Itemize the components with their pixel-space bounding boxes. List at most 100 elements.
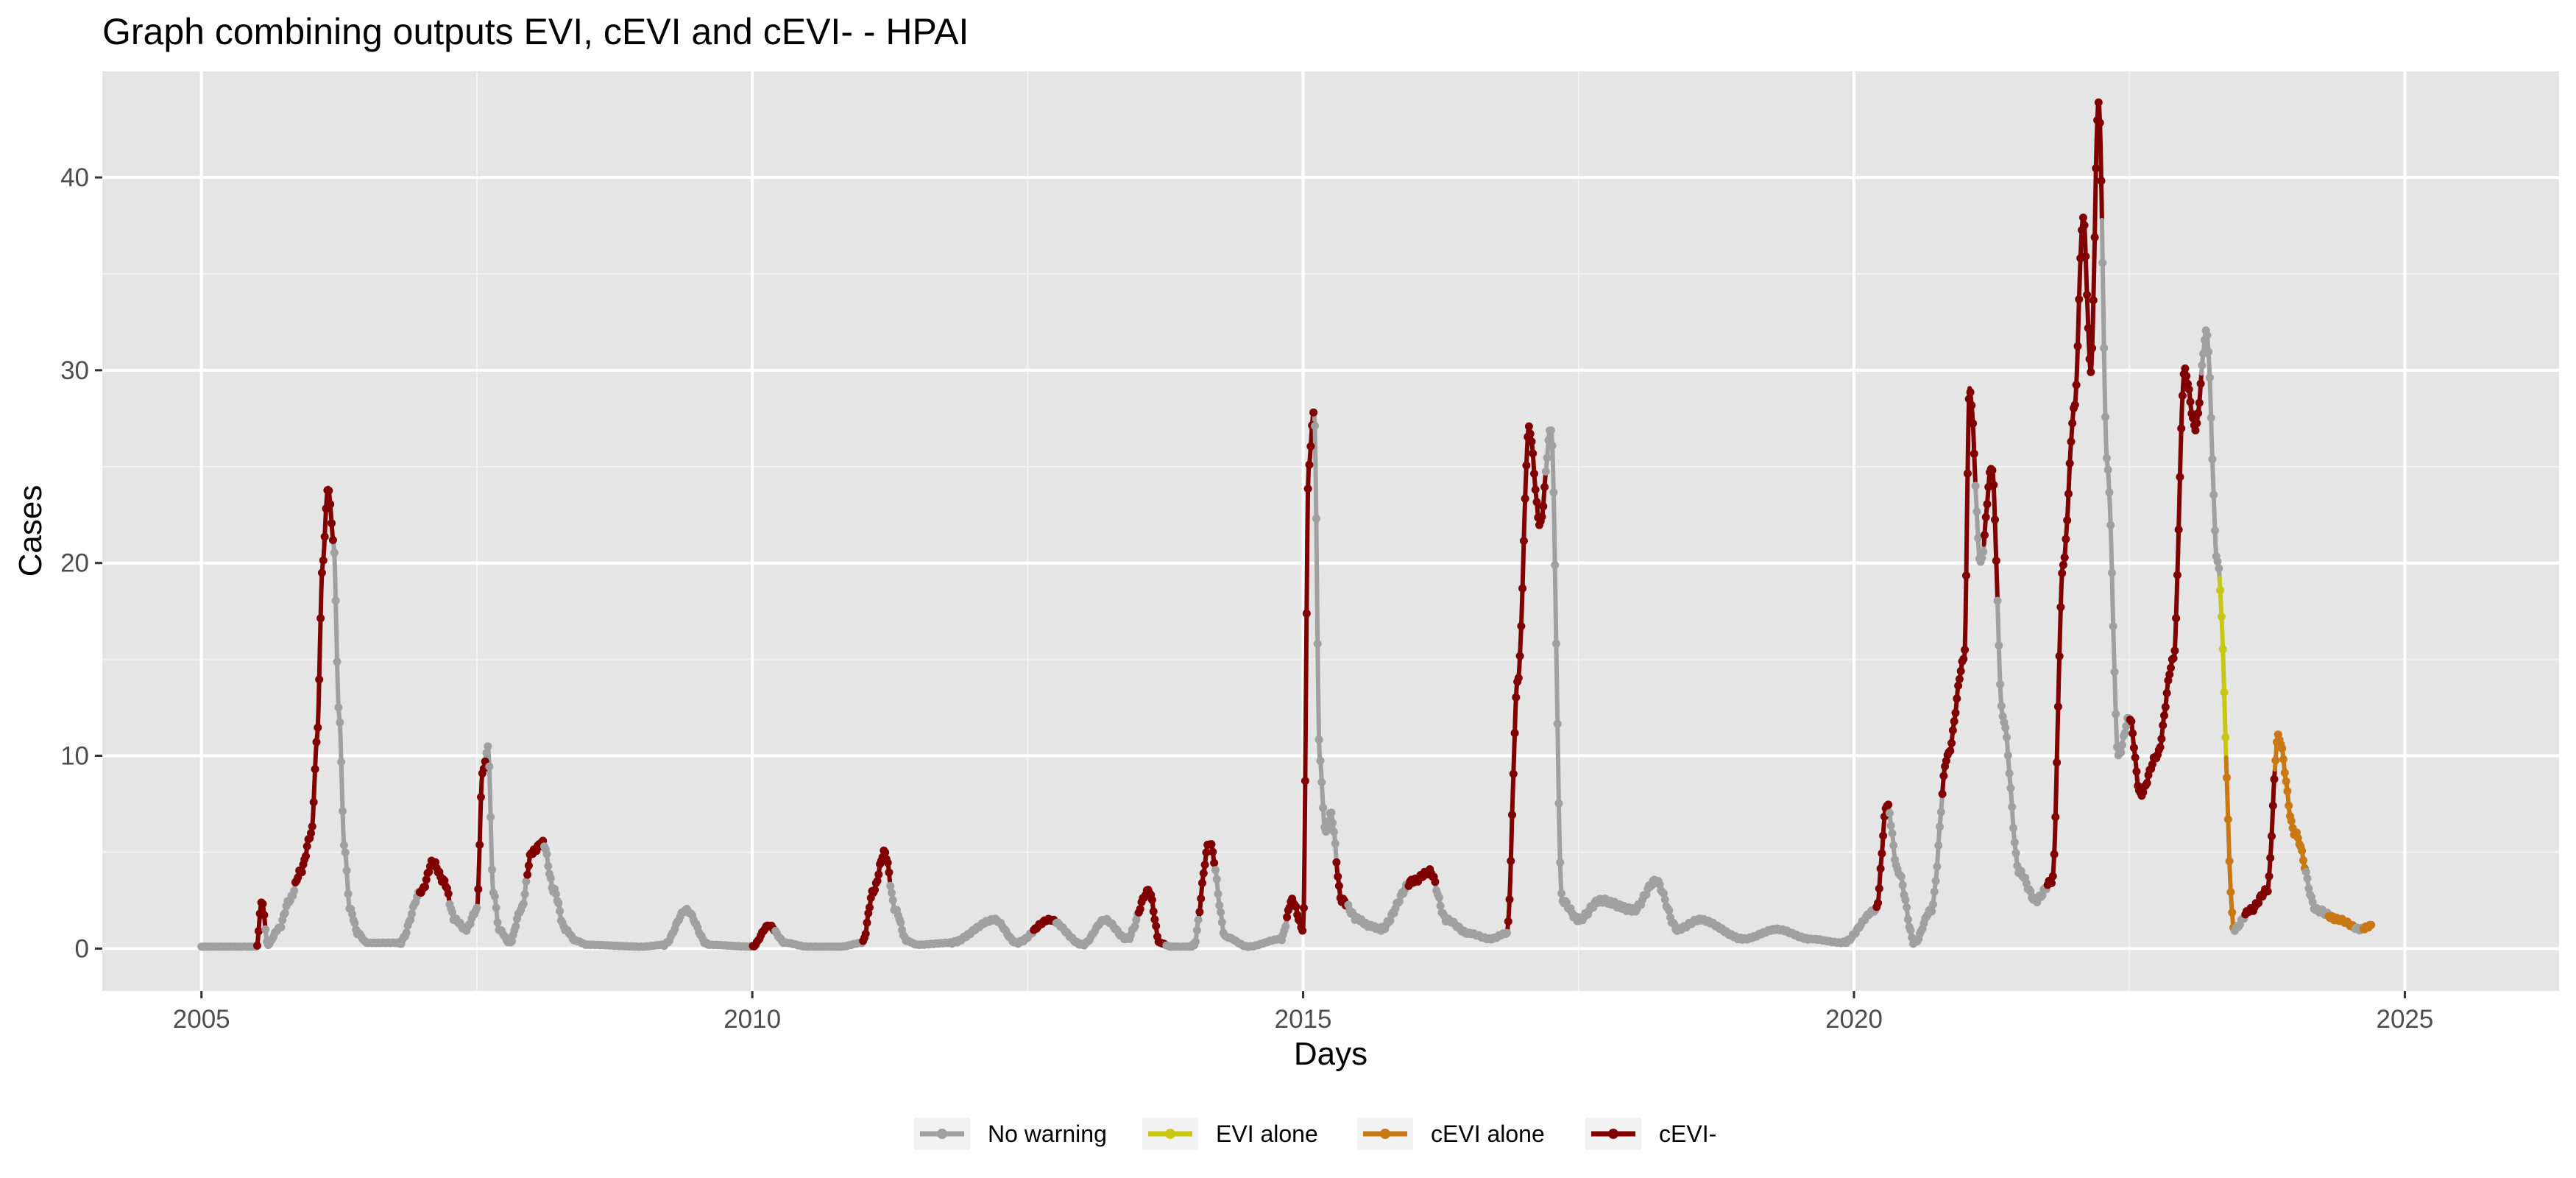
data-point-none [339,841,348,850]
legend-key-point-evi [1165,1129,1175,1139]
data-point-cevim [2170,646,2179,655]
series-segment-cevim [2092,235,2098,273]
legend-label-cevi: cEVI alone [1431,1121,1545,1147]
y-tick-label: 0 [75,934,89,963]
data-point-cevim [2129,744,2138,752]
data-point-cevim [874,870,883,879]
data-point-none [2308,897,2317,906]
series-segment-cevim [316,646,322,682]
data-point-cevim [1961,646,1970,655]
data-point-cevim [2067,437,2076,446]
data-point-cevim [2084,324,2092,333]
data-point-cevim [2131,753,2140,762]
data-point-cevim [2181,364,2190,373]
data-point-cevim [1530,469,1538,478]
legend-label-evi: EVI alone [1216,1121,1318,1147]
series-segment-none [334,629,339,664]
data-point-cevim [2064,490,2073,498]
data-point-none [1889,841,1898,850]
data-point-cevim [2075,295,2084,303]
data-point-none [1971,482,1980,490]
y-axis-title: Cases [13,485,49,577]
data-point-cevim [1149,907,1158,916]
data-point-cevim [1504,917,1512,925]
series-segment-none [1554,641,1560,685]
data-point-cevim [1966,388,1975,397]
series-segment-cevim [2055,704,2061,736]
data-point-none [1212,875,1221,884]
data-point-cevim [1198,878,1206,887]
data-point-none [1928,907,1936,916]
data-point-none [896,918,905,927]
legend-label-none: No warning [988,1121,1107,1147]
y-tick-label: 30 [60,356,89,385]
data-point-none [1311,422,1319,430]
data-point-cevim [1305,460,1314,469]
data-point-none [482,749,491,758]
data-point-cevim [871,886,880,895]
data-point-cevim [1302,609,1311,618]
data-point-cevim [1980,531,1989,540]
series-segment-cevim [2057,629,2062,659]
data-point-cevim [315,675,324,684]
data-point-cevim [1300,903,1308,912]
data-point-cevim [1938,789,1947,798]
data-point-cevim [1512,693,1521,702]
minor-gridlines [102,71,2559,991]
data-point-cevim [1539,502,1548,511]
series-segment-cevim [1962,617,1968,652]
data-point-cevim [2191,426,2200,434]
data-point-cevim [2062,535,2070,543]
data-point-cevim [2178,391,2187,400]
y-tick-label: 10 [60,742,89,771]
data-point-none [1993,596,2002,605]
data-point-cevim [1524,422,1533,431]
data-point-cevim [1947,738,1956,747]
data-point-cevi [2223,815,2232,824]
data-point-cevi [2223,773,2231,782]
data-point-cevim [1879,831,1888,840]
data-point-cevim [1505,895,1514,904]
data-point-cevim [2270,775,2279,783]
data-point-cevim [2268,832,2276,841]
data-point-cevim [2193,419,2201,428]
data-point-none [2203,331,2212,339]
major-gridlines [102,71,2559,991]
data-point-cevim [2072,381,2081,389]
series-segment-none [2109,571,2115,602]
data-point-none [2118,741,2126,750]
data-point-cevim [1197,895,1206,903]
data-point-none [485,762,494,771]
data-point-none [1551,639,1560,648]
data-point-cevim [1970,449,1978,458]
data-point-none [1327,808,1336,817]
data-point-none [1553,719,1562,728]
data-point-none [1665,906,1674,915]
data-point-none [2008,803,2017,811]
data-point-none [1886,821,1895,830]
data-point-none [1217,908,1225,917]
series-segment-none [1551,524,1557,568]
data-point-evi [2221,733,2230,741]
data-point-cevim [1295,917,1304,925]
data-point-cevim [2087,367,2095,376]
data-point-cevim [1939,772,1948,780]
data-point-cevim [320,532,329,541]
data-point-cevim [2081,252,2090,261]
data-point-cevim [2132,767,2141,776]
data-point-none [408,909,416,918]
data-point-none [341,848,350,857]
data-point-cevim [1207,840,1216,849]
data-point-none [333,657,342,666]
data-point-cevim [1529,449,1538,458]
data-point-cevim [2063,516,2072,525]
data-point-cevim [311,765,319,774]
data-point-cevim [2085,355,2094,364]
data-point-cevim [312,738,321,747]
data-point-cevim [2083,291,2092,299]
x-tick-label: 2015 [1275,1005,1332,1034]
data-point-none [1936,822,1944,831]
data-point-cevim [523,870,532,879]
data-point-cevim [2268,801,2277,810]
data-point-none [1551,561,1560,569]
